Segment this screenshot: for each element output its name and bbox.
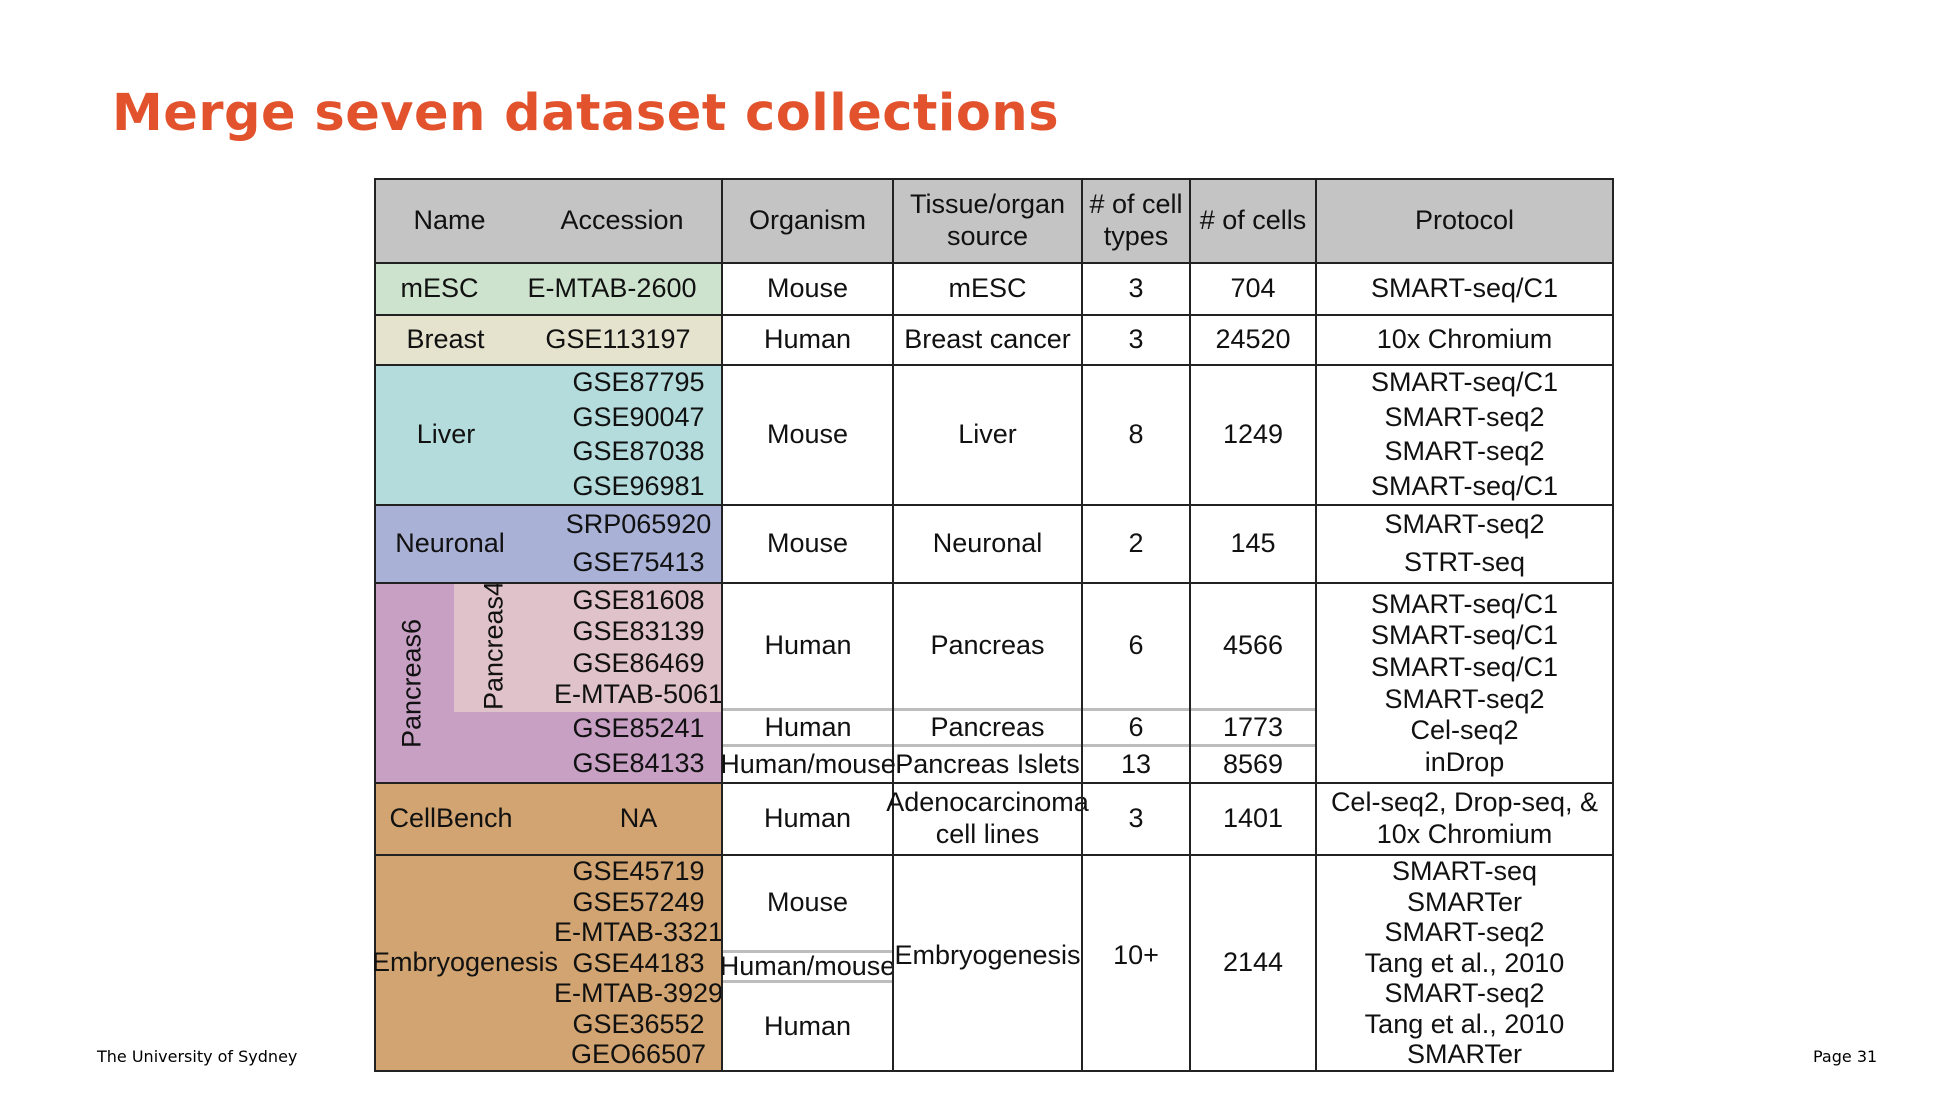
breast-protocol: 10x Chromium — [1315, 314, 1614, 366]
header-cell-types: # of cell types — [1081, 178, 1191, 264]
header-name-accession: Name Accession — [374, 178, 723, 264]
pancreas-organism-1: Human — [764, 630, 852, 661]
pancreas-col-divider-2 — [1081, 584, 1083, 782]
embryogenesis-name: Embryogenesis — [371, 947, 559, 978]
row-pancreas-name-accession: Pancreas6 Pancreas4 GSE81608 GSE83139 GS… — [374, 582, 723, 784]
liver-tissue: Liver — [892, 364, 1083, 506]
embryogenesis-celltypes: 10+ — [1081, 854, 1191, 1072]
pancreas-tissue-2: Pancreas — [930, 711, 1045, 742]
mesc-protocol: SMART-seq/C1 — [1315, 262, 1614, 316]
neuronal-organism: Mouse — [721, 504, 894, 584]
cellbench-celltypes: 3 — [1081, 782, 1191, 856]
pancreas-organism-3: Human/mouse — [720, 748, 896, 779]
embryogenesis-organism-2: Human/mouse — [719, 950, 896, 981]
header-cells: # of cells — [1189, 178, 1317, 264]
footer-page-number: Page 31 — [1813, 1047, 1878, 1066]
neuronal-name: Neuronal — [395, 528, 505, 559]
pancreas-cells-2: 1773 — [1222, 711, 1284, 742]
pancreas4-accessions: GSE81608 GSE83139 GSE86469 E-MTAB-5061 — [553, 584, 723, 710]
header-protocol: Protocol — [1315, 178, 1614, 264]
pancreas-middle-block: Human Pancreas 6 4566 Human Pancreas 6 1… — [720, 582, 1317, 784]
breast-organism: Human — [721, 314, 894, 366]
embryogenesis-organism-divider-1 — [723, 950, 892, 953]
cellbench-protocol: Cel-seq2, Drop-seq, & 10x Chromium — [1315, 782, 1614, 856]
pancreas-cells-3: 8569 — [1222, 748, 1284, 779]
pancreas-cells-1: 4566 — [1222, 630, 1284, 661]
pancreas-row-divider-2 — [723, 744, 1315, 747]
embryogenesis-organism-3: Human — [763, 1010, 852, 1041]
mesc-name: mESC — [400, 273, 479, 304]
mesc-celltypes: 3 — [1081, 262, 1191, 316]
slide-title: Merge seven dataset collections — [112, 84, 1060, 143]
pancreas4-region — [454, 584, 721, 712]
pancreas-tissue-1: Pancreas — [930, 630, 1045, 661]
header-organism: Organism — [721, 178, 894, 264]
neuronal-cells: 145 — [1189, 504, 1317, 584]
row-liver-name-accession: Liver GSE87795 GSE90047 GSE87038 GSE9698… — [374, 364, 723, 506]
pancreas4-label: Pancreas4 — [478, 582, 509, 711]
pancreas-organism-2: Human — [764, 711, 852, 742]
pancreas6-label: Pancreas6 — [396, 618, 427, 749]
liver-accessions: GSE87795 GSE90047 GSE87038 GSE96981 — [572, 367, 705, 501]
header-tissue: Tissue/organ source — [892, 178, 1083, 264]
pancreas-celltypes-1: 6 — [1128, 630, 1144, 661]
breast-celltypes: 3 — [1081, 314, 1191, 366]
pancreas-col-divider-3 — [1189, 584, 1191, 782]
pancreas-row-divider-1 — [723, 708, 1315, 711]
mesc-tissue: mESC — [892, 262, 1083, 316]
embryogenesis-tissue: Embryogenesis — [892, 854, 1083, 1072]
mesc-accession: E-MTAB-2600 — [527, 273, 697, 304]
liver-organism: Mouse — [721, 364, 894, 506]
embryogenesis-cells: 2144 — [1189, 854, 1317, 1072]
pancreas-accession-6: GSE84133 — [572, 748, 705, 779]
neuronal-celltypes: 2 — [1081, 504, 1191, 584]
pancreas-col-divider-1 — [892, 584, 894, 782]
breast-accession: GSE113197 — [545, 324, 691, 355]
pancreas-accession-5: GSE85241 — [572, 713, 705, 744]
cellbench-organism: Human — [721, 782, 894, 856]
embryogenesis-organism-1: Mouse — [766, 887, 849, 918]
pancreas-celltypes-3: 13 — [1120, 748, 1152, 779]
pancreas-protocols: SMART-seq/C1 SMART-seq/C1 SMART-seq/C1 S… — [1315, 582, 1614, 784]
breast-tissue: Breast cancer — [892, 314, 1083, 366]
row-mesc-name-accession: mESC E-MTAB-2600 — [374, 262, 723, 316]
embryogenesis-protocols: SMART-seq SMARTer SMART-seq2 Tang et al.… — [1315, 854, 1614, 1072]
header-accession: Accession — [560, 205, 684, 236]
cellbench-tissue: Adenocarcinoma cell lines — [886, 782, 1089, 856]
embryogenesis-organisms: Mouse Human/mouse Human — [719, 854, 896, 1072]
dataset-table: Name Accession Organism Tissue/organ sou… — [371, 178, 1614, 1072]
liver-protocols: SMART-seq/C1 SMART-seq2 SMART-seq2 SMART… — [1315, 364, 1614, 506]
liver-name: Liver — [416, 419, 476, 450]
row-cellbench-name-accession: CellBench NA — [374, 782, 723, 856]
pancreas-tissue-3: Pancreas Islets — [895, 748, 1080, 779]
breast-name: Breast — [406, 324, 485, 355]
pancreas-celltypes-2: 6 — [1128, 711, 1144, 742]
mesc-organism: Mouse — [721, 262, 894, 316]
neuronal-accessions: SRP065920 GSE75413 — [565, 509, 712, 578]
cellbench-cells: 1401 — [1189, 782, 1317, 856]
row-embryogenesis-name-accession: Embryogenesis GSE45719 GSE57249 E-MTAB-3… — [371, 854, 724, 1072]
liver-celltypes: 8 — [1081, 364, 1191, 506]
breast-cells: 24520 — [1189, 314, 1317, 366]
cellbench-name: CellBench — [389, 803, 513, 834]
neuronal-protocols: SMART-seq2 STRT-seq — [1315, 504, 1614, 584]
neuronal-tissue: Neuronal — [892, 504, 1083, 584]
embryogenesis-organism-divider-2 — [723, 980, 892, 983]
header-name: Name — [413, 205, 486, 236]
row-breast-name-accession: Breast GSE113197 — [374, 314, 723, 366]
cellbench-accession: NA — [619, 803, 658, 834]
footer-university: The University of Sydney — [97, 1047, 298, 1066]
embryogenesis-accessions: GSE45719 GSE57249 E-MTAB-3321 GSE44183 E… — [553, 856, 724, 1070]
mesc-cells: 704 — [1189, 262, 1317, 316]
liver-cells: 1249 — [1189, 364, 1317, 506]
row-neuronal-name-accession: Neuronal SRP065920 GSE75413 — [374, 504, 723, 584]
